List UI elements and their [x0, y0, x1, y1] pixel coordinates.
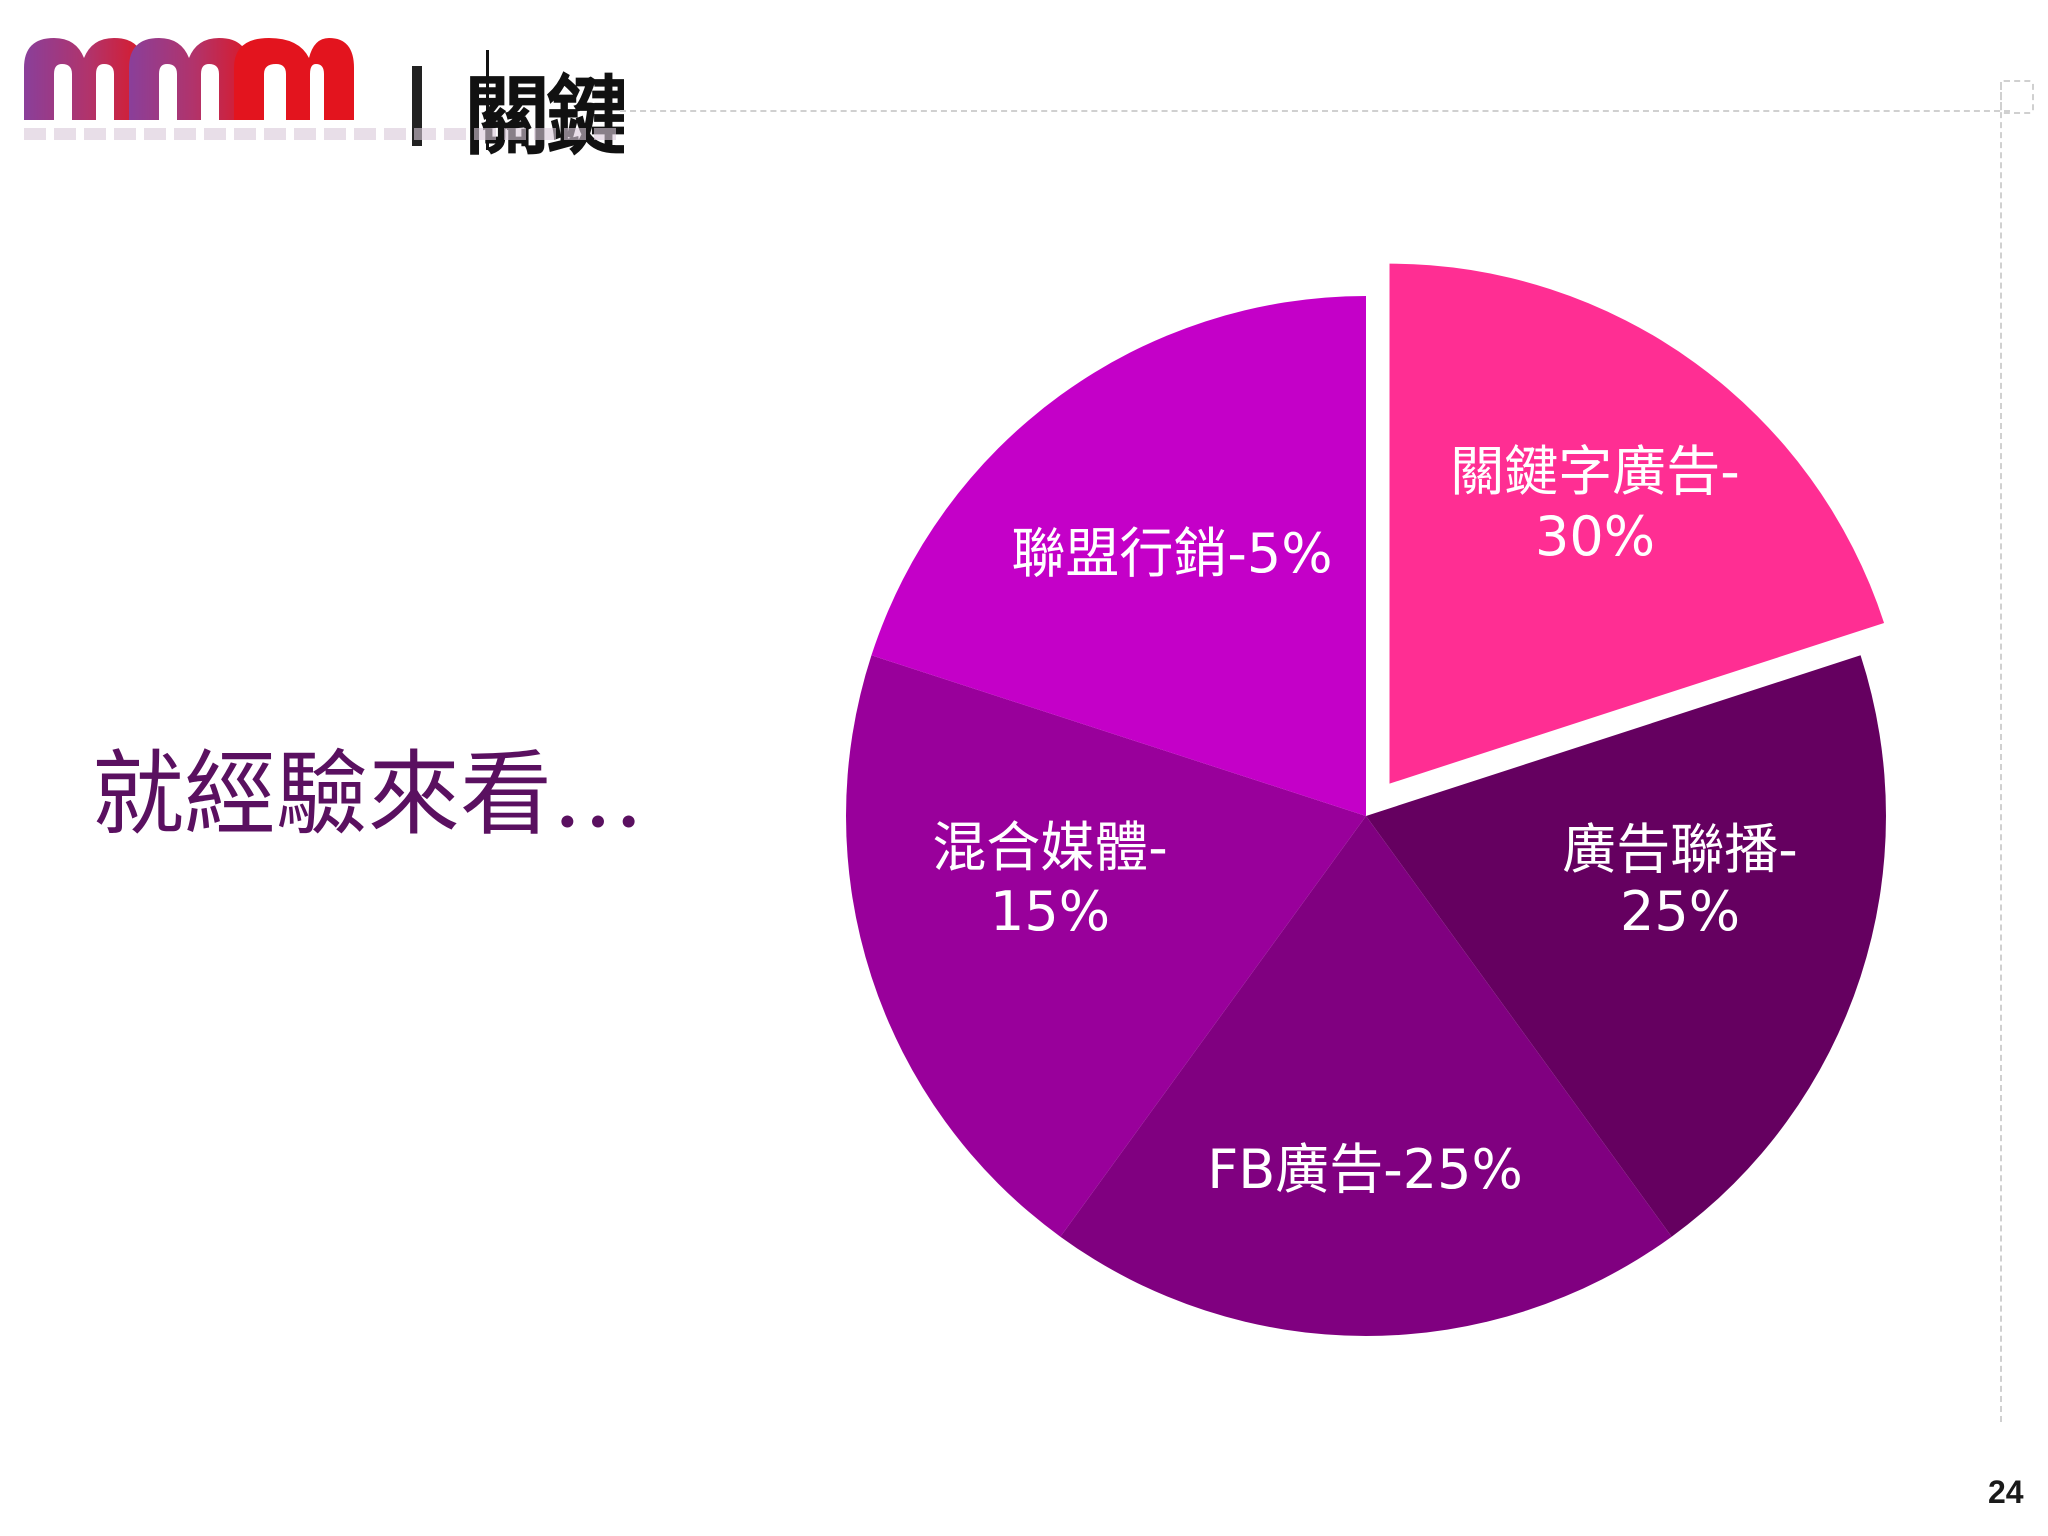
- pie-slice-value-label: 30%: [1535, 505, 1655, 568]
- corner-marker: [2000, 80, 2034, 114]
- pie-slice-value-label: 15%: [990, 880, 1110, 943]
- page-number: 24: [1988, 1474, 2024, 1510]
- pie-slice-label: FB廣告-25%: [1207, 1138, 1523, 1201]
- pie-slice-label: 關鍵字廣告-: [1450, 440, 1740, 503]
- right-guide-line: [2000, 82, 2002, 1422]
- top-guide-line: [620, 110, 2010, 112]
- logo-tagline-strip: [24, 128, 624, 140]
- pie-slice: [1060, 816, 1672, 1336]
- pie-slice: [846, 655, 1366, 1237]
- logo-text: 關鍵: [464, 67, 624, 167]
- headline-text: 就經驗來看…: [92, 741, 645, 848]
- mm-logo-mark-icon: [24, 38, 354, 120]
- pie-slice-label: 混合媒體-: [932, 816, 1168, 879]
- pie-slice-value-label: 25%: [1620, 880, 1740, 943]
- company-logo: 關鍵: [24, 28, 624, 167]
- pie-slice: [871, 296, 1366, 816]
- logo-divider: [412, 66, 422, 146]
- pie-slice-label: 聯盟行銷-5%: [1011, 522, 1332, 585]
- pie-slice: [1366, 655, 1887, 1237]
- logo-text-bar: [486, 50, 489, 150]
- pie-slice: [1389, 263, 1885, 784]
- pie-slice-label: 廣告聯播-: [1562, 818, 1798, 881]
